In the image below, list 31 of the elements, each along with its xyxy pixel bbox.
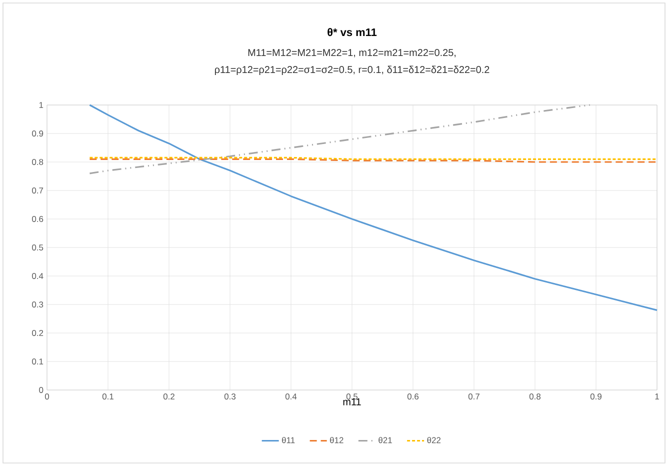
legend-label: θ11 [282,436,295,444]
x-tick-label: 0.6 [407,394,419,400]
y-tick-label: 0.9 [32,130,44,136]
y-tick-label: 0.4 [32,273,44,279]
x-tick-label: 0.5 [346,394,358,400]
y-tick-label: 0.6 [32,216,44,222]
y-tick-label: 0.3 [32,302,44,308]
legend-label: θ22 [427,436,441,444]
x-tick-label: 0.3 [224,394,236,400]
x-axis-title: m11 [343,398,361,406]
x-tick-label: 0.8 [529,394,541,400]
text: ρ11=ρ12=ρ21=ρ22=σ1=σ2=0.5, r=0.1, δ11=δ12=δ21=δ22=0.2 [214,66,490,76]
x-tick-label: 0.2 [163,394,174,400]
y-tick-label: 0.8 [32,159,44,165]
x-tick-label: 0.7 [468,394,480,400]
x-tick-label: 1 [655,394,659,400]
x-tick-label: 0.4 [285,394,297,400]
x-tick-label: 0.9 [590,394,602,400]
y-tick-label: 0 [39,387,44,393]
x-tick-label: 0 [44,394,50,400]
y-tick-label: 0.1 [32,358,44,364]
y-tick-label: 1 [39,102,44,108]
y-tick-label: 0.7 [32,188,44,194]
y-tick-label: 0.5 [32,244,44,250]
x-tick-label: 0.1 [102,394,114,400]
text: M11=M12=M21=M22=1, m12=m21=m22=0.25, [248,49,456,58]
chart-title: θ* vs m11 [328,28,377,36]
legend-label: θ21 [378,436,392,444]
legend-label: θ12 [330,436,344,444]
line-series [88,104,658,311]
y-tick-label: 0.2 [32,330,44,336]
